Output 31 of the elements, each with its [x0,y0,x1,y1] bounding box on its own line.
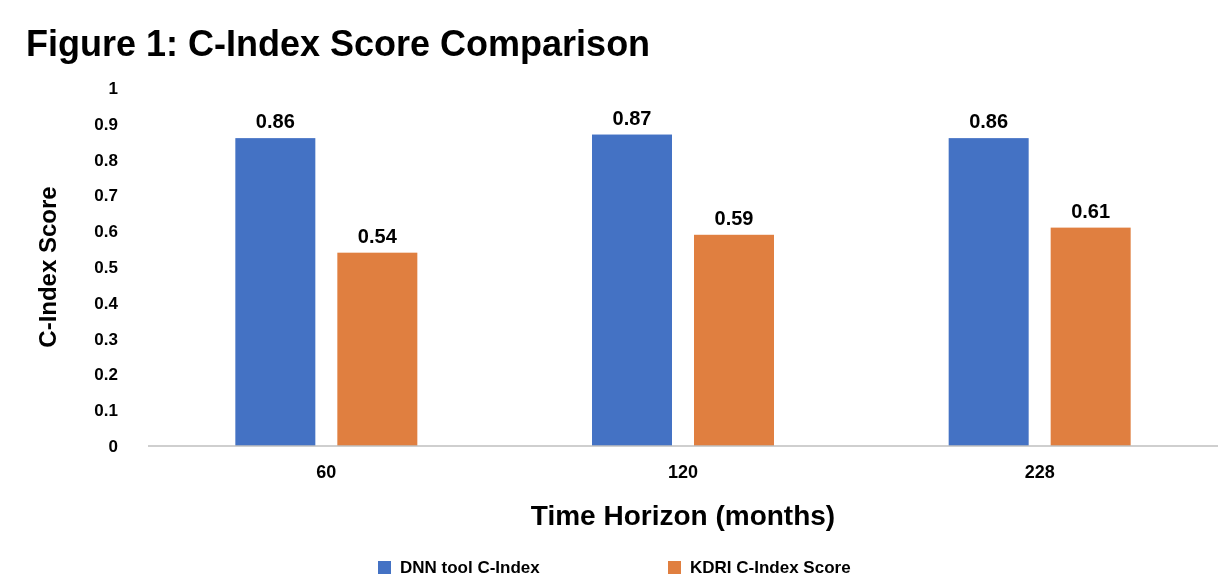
data-label: 0.54 [357,224,398,247]
y-tick-label: 0 [108,436,118,456]
data-label: 0.86 [969,110,1009,133]
data-label: 0.87 [612,106,652,129]
legend-label: KDRI C-Index Score [690,558,851,577]
data-label: 0.86 [255,110,295,133]
bar [948,138,1029,446]
x-tick-label: 120 [667,462,699,482]
legend-label: DNN tool C-Index [400,558,541,577]
y-tick-label: 0.5 [94,257,118,277]
y-tick-label: 0.7 [94,186,118,206]
bar [235,138,316,446]
x-tick-label: 228 [1024,462,1055,482]
bar [1050,227,1131,446]
data-label: 0.59 [714,206,754,229]
y-tick-label: 0.8 [94,150,118,170]
bar [694,234,774,446]
y-tick-label: 0.3 [94,329,118,349]
data-label: 0.61 [1071,199,1111,222]
y-axis-title: C-Index Score [34,186,61,348]
y-tick-label: 0.1 [94,401,118,421]
y-tick-label: 0.4 [94,293,119,313]
x-axis-title: Time Horizon (months) [530,500,836,531]
chart-title: Figure 1: C-Index Score Comparison [26,23,651,64]
y-tick-label: 0.6 [94,222,118,242]
x-tick-label: 60 [316,462,337,482]
y-tick-label: 1 [108,78,118,98]
y-tick-label: 0.9 [94,114,118,134]
bar [337,252,418,446]
bar [592,134,672,446]
y-tick-label: 0.2 [94,365,118,385]
